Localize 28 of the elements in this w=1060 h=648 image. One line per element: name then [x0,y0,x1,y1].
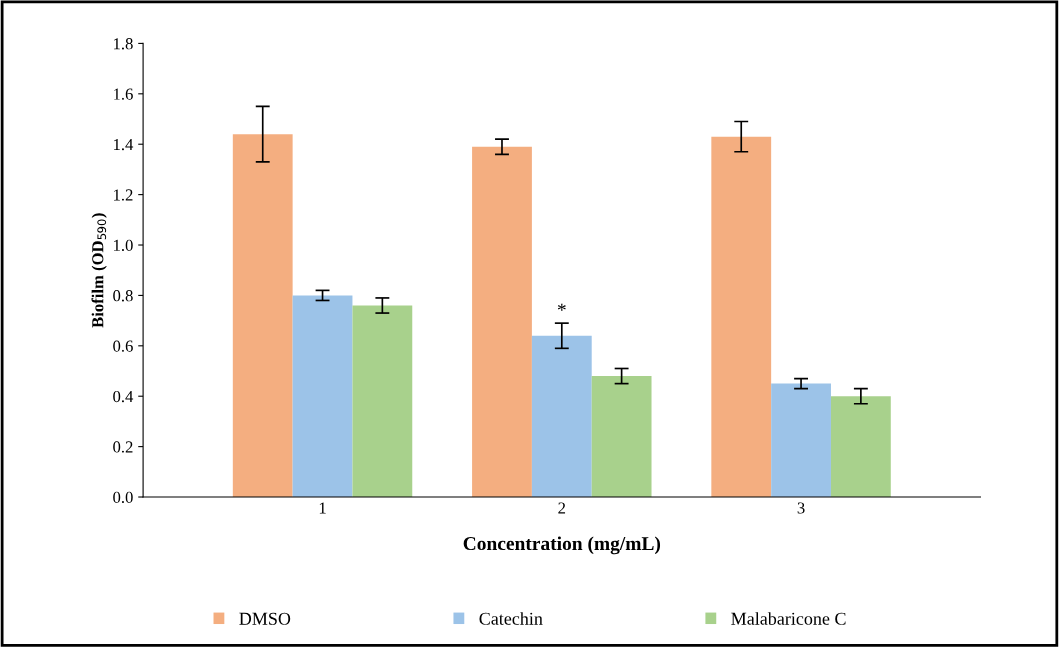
annotation: * [557,303,566,311]
legend-label: Catechin [479,612,543,625]
y-tick-label: 0.8 [113,290,133,302]
y-tick-label: 0.4 [113,390,134,403]
x-axis-title: Concentration (mg/mL) [463,536,661,555]
y-tick-label: 1.8 [114,38,133,50]
bar [771,383,831,498]
y-tick-label: 1.6 [114,88,133,100]
bar [352,305,413,498]
y-tick-label: 1.2 [114,189,133,201]
y-tick-label: 1.0 [114,239,133,252]
bar [531,335,592,498]
y-axis-title: Biofilm (OD$_{590}$) [91,213,107,328]
x-tick-label: 2 [558,502,566,514]
legend-label: DMSO [239,612,291,625]
bar [472,146,532,498]
y-tick-label: 0.2 [113,441,133,453]
bar [830,396,891,498]
legend-label: Malabaricone C [731,612,846,625]
bar [292,295,353,498]
x-tick-label: 3 [797,502,805,514]
x-tick-label: 1 [319,502,326,514]
y-tick-label: 0.0 [113,491,133,504]
bar [711,136,772,498]
bar [232,134,293,498]
y-tick-label: 1.4 [114,139,134,151]
bar [591,376,652,498]
y-tick-label: 0.6 [113,340,133,352]
